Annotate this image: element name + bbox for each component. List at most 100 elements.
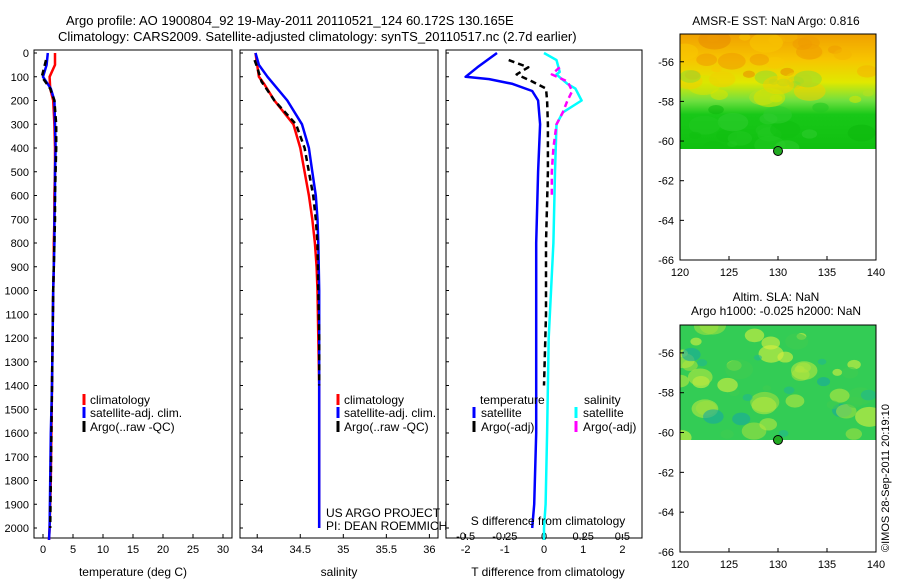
depth-tick-label: 1400: [5, 381, 29, 393]
x-tick-label: 30: [217, 544, 229, 556]
lon-tick-label: 125: [720, 559, 738, 571]
sla-texture-blob: [817, 377, 831, 387]
depth-tick-label: 0: [23, 48, 29, 60]
depth-tick-label: 1200: [5, 333, 29, 345]
lat-tick-label: -64: [658, 507, 674, 519]
pi-note: PI: DEAN ROEMMICH: [326, 519, 447, 533]
lat-tick-label: -60: [658, 136, 674, 148]
series-line: [254, 52, 321, 528]
sla-map: [679, 324, 877, 553]
sla-texture-blob: [817, 358, 827, 365]
sst-texture-blob: [680, 70, 701, 83]
sst-texture-blob: [710, 89, 729, 100]
sla-texture-blob: [744, 328, 765, 343]
sst-texture-blob: [796, 43, 823, 60]
depth-tick-label: 1700: [5, 452, 29, 464]
sla-texture-blob: [694, 325, 719, 336]
x-tick-label: -2: [461, 544, 471, 556]
legend-label-t-argo: Argo(-adj): [481, 420, 534, 434]
sla-texture-blob: [690, 337, 702, 346]
sla-texture-blob: [753, 354, 762, 361]
sst-texture-blob: [703, 141, 724, 149]
lat-tick-label: -64: [658, 215, 674, 227]
sla-texture-blob: [829, 388, 850, 403]
sst-texture-blob: [749, 53, 770, 66]
depth-tick-label: 1600: [5, 428, 29, 440]
x-tick-label: 25: [187, 544, 199, 556]
series-line: [253, 59, 321, 386]
sla-texture-blob: [826, 400, 840, 410]
x-axes: 0 5 10 15 20 25 30 34 34.5 35 35.5 36 -2 -1 0 1 2 -0.5 -0.…: [40, 531, 630, 556]
depth-tick-label: 1900: [5, 499, 29, 511]
sla-texture-blob: [783, 386, 795, 394]
header-line-1: Argo profile: AO 1900804_92 19-May-2011 …: [66, 13, 514, 28]
sst-map: [679, 33, 877, 261]
salinity-axis-label: salinity: [321, 565, 358, 579]
x-tick-label: 0: [541, 544, 547, 556]
argo-float-marker: [773, 146, 783, 156]
sst-texture-blob: [849, 95, 862, 103]
sst-texture-blob: [727, 131, 753, 146]
x-tick-label: -0.5: [456, 531, 475, 543]
legend-label-s-satellite: satellite: [583, 406, 624, 420]
lon-tick-label: 120: [671, 267, 689, 279]
x-tick-label: 0: [40, 544, 46, 556]
x-tick-label: 1: [580, 544, 586, 556]
lat-tick-label: -60: [658, 428, 674, 440]
x-tick-label: 35: [337, 544, 349, 556]
depth-tick-label: 700: [11, 214, 29, 226]
sla-texture-blob: [732, 412, 751, 426]
series-line: [464, 51, 542, 529]
x-tick-label: 34.5: [290, 544, 311, 556]
lon-tick-label: 130: [769, 559, 787, 571]
sst-texture-blob: [680, 43, 699, 60]
series-line: [254, 52, 321, 528]
x-tick-label: 2: [619, 544, 625, 556]
sst-texture-blob: [742, 70, 755, 78]
sla-texture-blob: [725, 359, 754, 380]
depth-tick-label: 2000: [5, 523, 29, 535]
sla-texture-blob: [836, 404, 857, 419]
sst-texture-blob: [793, 70, 822, 88]
legend-label-t-satellite: satellite: [481, 406, 522, 420]
sst-texture: [680, 34, 876, 149]
sst-texture-blob: [717, 112, 749, 132]
sla-texture-blob: [860, 389, 876, 401]
x-tick-label: 36: [423, 544, 435, 556]
lon-tick-label: 135: [818, 559, 836, 571]
salinity-legend: climatology satellite-adj. clim. Argo(..…: [336, 393, 436, 434]
lon-tick-label: 140: [867, 267, 885, 279]
sla-texture-blob: [845, 428, 863, 440]
imos-stamp: ©IMOS 28-Sep-2011 20:19:10: [880, 404, 892, 552]
sst-texture-blob: [847, 124, 876, 142]
sst-texture-blob: [696, 53, 718, 66]
lat-tick-label: -56: [658, 57, 674, 69]
sla-texture-blob: [696, 359, 708, 367]
depth-tick-label: 800: [11, 238, 29, 250]
sla-texture-blob: [855, 406, 876, 427]
x-tick-label: 0.25: [572, 531, 593, 543]
sla-texture-blob: [762, 385, 772, 392]
legend-label-s-argo: Argo(-adj): [583, 420, 636, 434]
legend-heading-temperature: temperature: [480, 393, 545, 407]
sla-map-title: Altim. SLA: NaN: [733, 290, 820, 304]
lon-tick-label: 130: [769, 267, 787, 279]
legend-label-satellite: satellite-adj. clim.: [344, 406, 436, 420]
sst-texture-blob: [763, 106, 792, 124]
temperature-legend: climatology satellite-adj. clim. Argo(..…: [82, 393, 182, 434]
depth-tick-label: 1500: [5, 404, 29, 416]
series-line: [550, 66, 574, 196]
sst-texture-blob: [708, 71, 736, 88]
lat-tick-label: -62: [658, 467, 674, 479]
depth-tick-label: 400: [11, 143, 29, 155]
t-difference-axis-label: T difference from climatology: [471, 565, 625, 579]
sla-texture-blob: [751, 396, 777, 415]
lat-tick-label: -66: [658, 255, 674, 267]
sla-texture-blob: [681, 347, 701, 362]
lat-tick-label: -58: [658, 96, 674, 108]
sla-texture-blob: [778, 429, 789, 437]
sla-texture-blob: [832, 368, 843, 376]
difference-panel-frame: [445, 49, 643, 539]
